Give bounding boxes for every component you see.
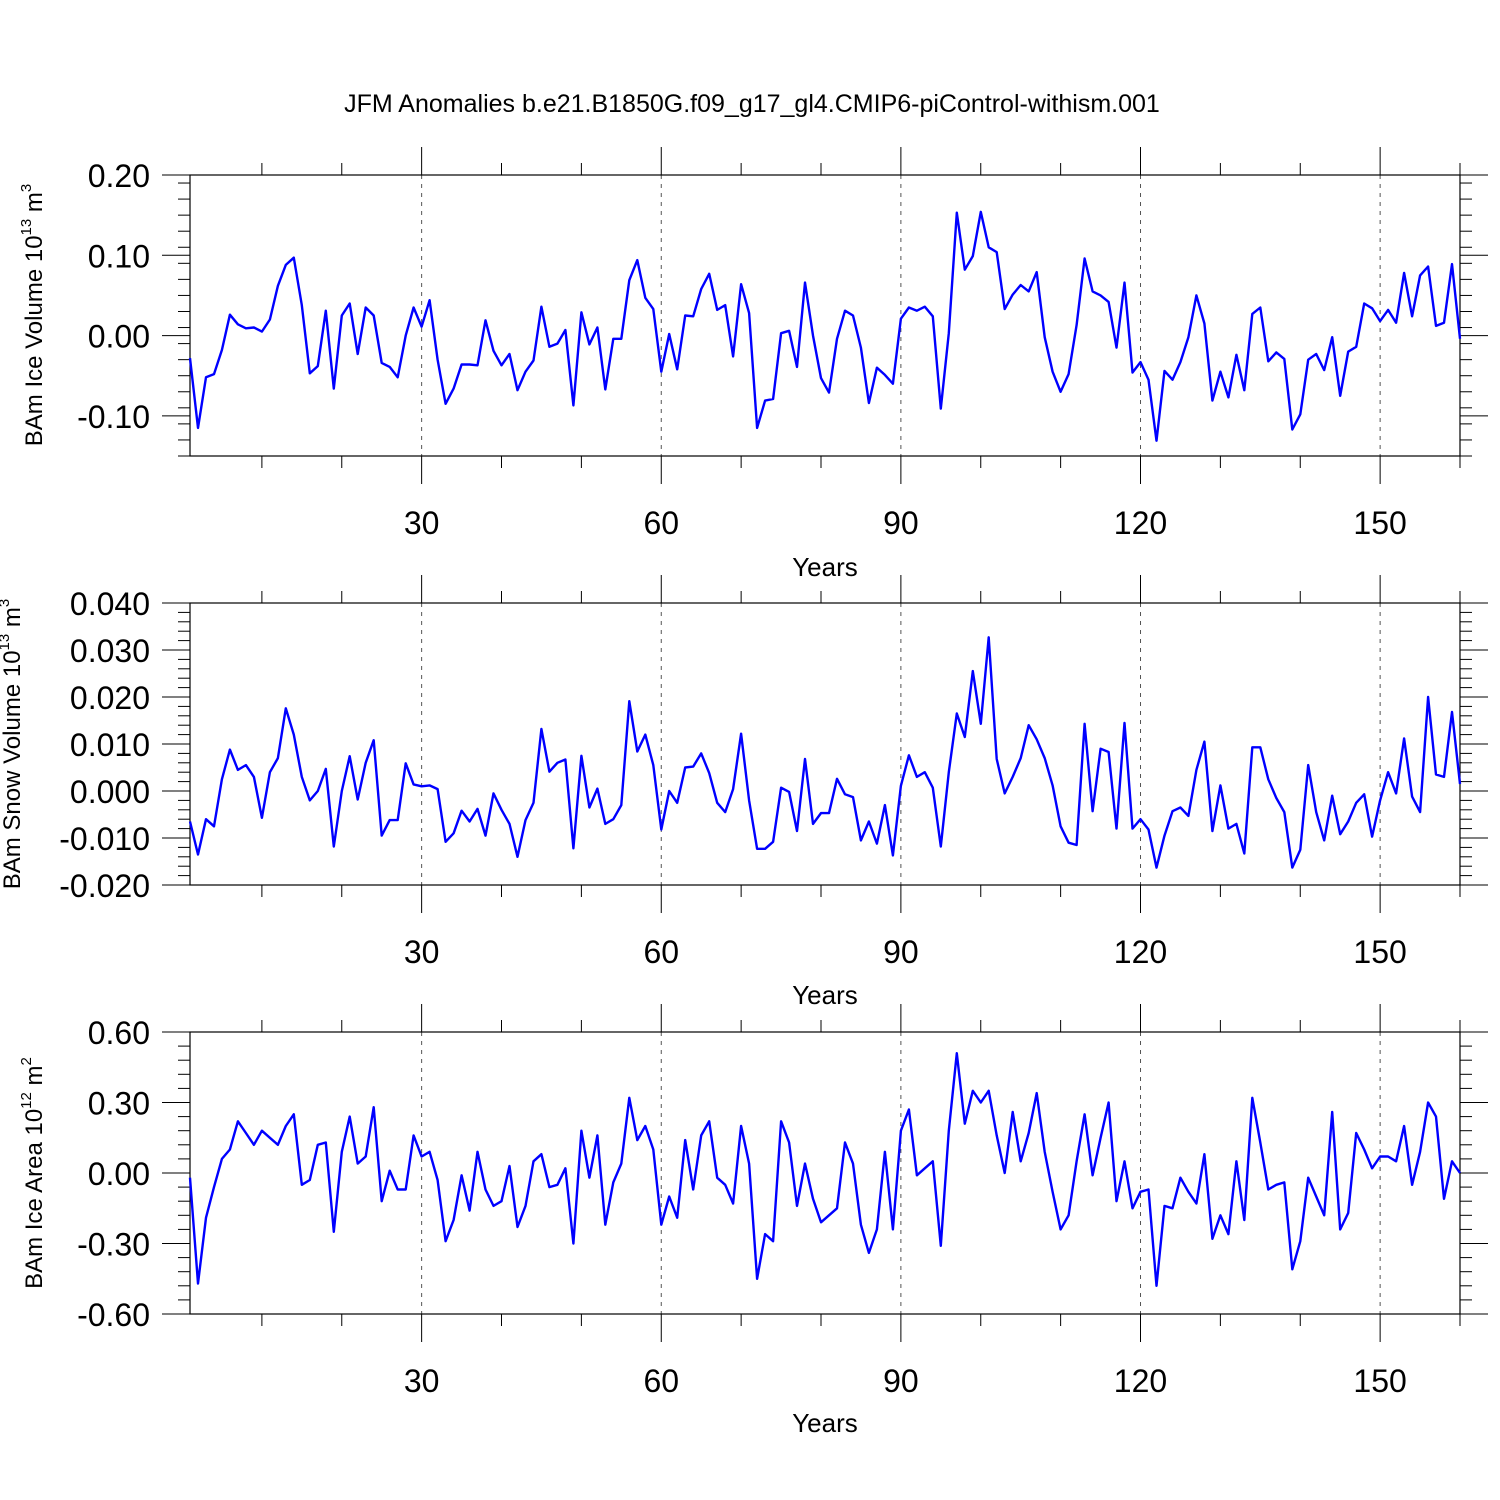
x-tick-label: 150: [1353, 1363, 1406, 1399]
panel-ice-volume: 0.20 0.10 0.00 -0.10 30 60 90 120 150 Years BAm…: [18, 147, 1488, 582]
y-tick-label: 0.040: [70, 586, 150, 622]
x-tick-label: 120: [1114, 934, 1167, 970]
y-axis-label: BAm Ice Area 1012 m2: [18, 1057, 48, 1289]
x-axis-label: Years: [792, 552, 858, 582]
y-tick-label: 0.000: [70, 774, 150, 810]
series-line: [188, 636, 1462, 869]
y-tick-label: -0.10: [77, 399, 150, 435]
x-axis-label: Years: [792, 980, 858, 1010]
y-tick-label: 0.020: [70, 680, 150, 716]
y-tick-label: 0.60: [88, 1015, 150, 1051]
x-tick-label: 60: [643, 1363, 679, 1399]
tick-marks: [162, 147, 1488, 484]
y-tick-labels: 0.040 0.030 0.020 0.010 0.000 -0.010 -0.020: [59, 586, 150, 904]
figure-title: JFM Anomalies b.e21.B1850G.f09_g17_gl4.C…: [344, 90, 1160, 118]
x-grid: [421, 175, 1381, 456]
x-tick-label: 60: [643, 934, 679, 970]
x-tick-label: 30: [404, 934, 440, 970]
y-axis-label: BAm Snow Volume 1013 m3: [0, 599, 26, 890]
x-tick-labels: 30 60 90 120 150: [404, 1363, 1407, 1399]
x-grid: [421, 603, 1381, 885]
x-tick-label: 90: [883, 1363, 919, 1399]
x-tick-label: 120: [1114, 505, 1167, 541]
x-grid: [421, 1032, 1381, 1314]
x-tick-label: 120: [1114, 1363, 1167, 1399]
y-tick-labels: 0.20 0.10 0.00 -0.10: [77, 158, 150, 435]
panel-snow-volume: 0.040 0.030 0.020 0.010 0.000 -0.010 -0.020 30…: [0, 575, 1488, 1010]
y-tick-label: 0.030: [70, 633, 150, 669]
y-tick-label: -0.020: [59, 868, 150, 904]
x-tick-label: 150: [1353, 934, 1406, 970]
y-tick-label: 0.00: [88, 319, 150, 355]
x-tick-label: 30: [404, 1363, 440, 1399]
tick-marks: [162, 1004, 1488, 1342]
x-tick-labels: 30 60 90 120 150: [404, 505, 1407, 541]
x-tick-labels: 30 60 90 120 150: [404, 934, 1407, 970]
y-tick-labels: 0.60 0.30 0.00 -0.30 -0.60: [77, 1015, 150, 1333]
y-tick-label: -0.30: [77, 1227, 150, 1263]
y-tick-label: 0.30: [88, 1086, 150, 1122]
y-tick-label: 0.20: [88, 158, 150, 194]
x-tick-label: 60: [643, 505, 679, 541]
series-line: [188, 1051, 1461, 1288]
y-tick-label: 0.010: [70, 727, 150, 763]
panel-ice-area: 0.60 0.30 0.00 -0.30 -0.60 30 60 90 120 150 Year…: [18, 1004, 1488, 1438]
plot-frame: [189, 174, 1461, 457]
y-tick-label: 0.10: [88, 238, 150, 274]
x-tick-label: 150: [1353, 505, 1406, 541]
y-tick-label: -0.010: [59, 821, 150, 857]
y-tick-label: -0.60: [77, 1297, 150, 1333]
y-tick-label: 0.00: [88, 1156, 150, 1192]
x-tick-label: 90: [883, 934, 919, 970]
x-tick-label: 30: [404, 505, 440, 541]
plot-frame: [189, 602, 1461, 886]
series-line: [188, 210, 1462, 442]
y-axis-label: BAm Ice Volume 1013 m3: [18, 184, 48, 446]
x-axis-label: Years: [792, 1408, 858, 1438]
x-tick-label: 90: [883, 505, 919, 541]
tick-marks: [162, 575, 1488, 913]
